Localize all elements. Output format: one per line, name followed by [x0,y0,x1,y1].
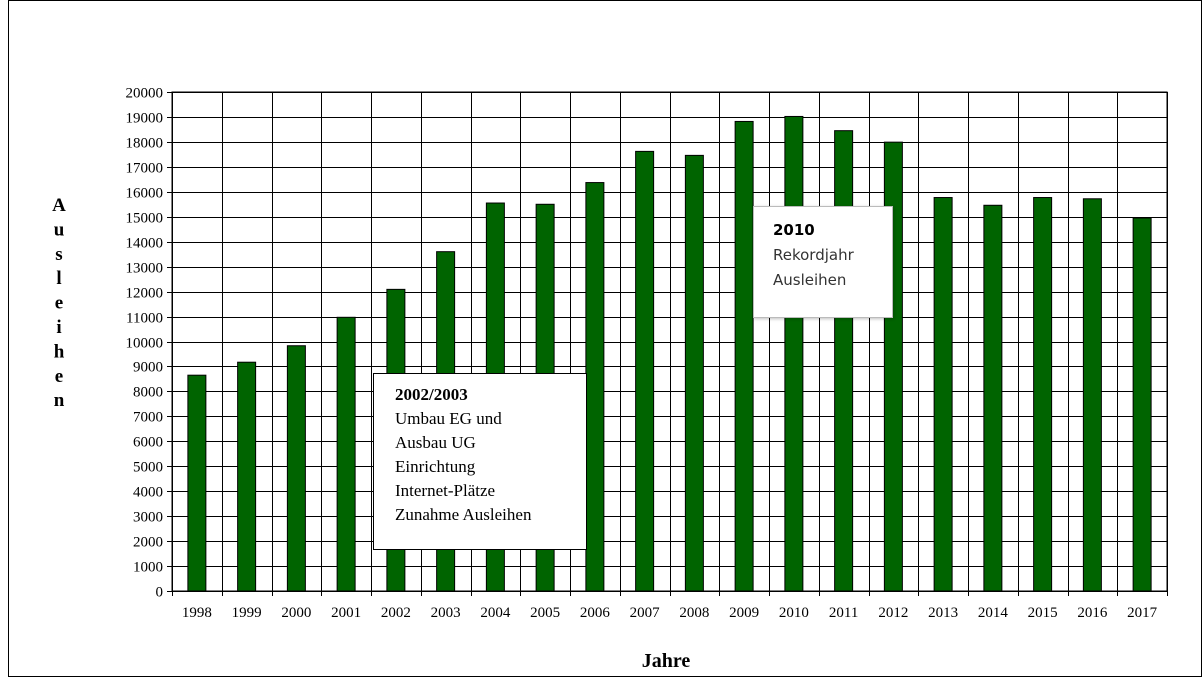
y-axis-label-letter: n [54,390,65,411]
y-tick-label: 19000 [126,111,164,127]
x-tick-label: 2012 [878,605,908,621]
x-tick-label: 2003 [431,605,461,621]
annotation-line: Ausleihen [773,271,847,289]
bar [933,197,953,592]
bar [1033,197,1053,592]
annotation-2002-2003: 2002/2003 Umbau EG und Ausbau UG Einrich… [373,373,587,550]
bar [784,115,804,592]
bar [635,150,655,592]
annotation-line: Zunahme Ausleihen [395,505,532,524]
y-tick-label: 14000 [126,236,164,252]
x-tick-label: 2017 [1127,605,1158,621]
y-tick-label: 16000 [126,186,164,202]
bar [834,130,854,592]
y-tick-label: 6000 [133,435,163,451]
bar [286,345,306,592]
x-tick-label: 2005 [530,605,560,621]
y-axis-label-letter: u [54,219,65,240]
bar [983,204,1003,592]
x-tick-label: 2001 [331,605,361,621]
x-tick-label: 2013 [928,605,958,621]
y-tick-label: 18000 [126,136,164,152]
x-tick-label: 2006 [580,605,611,621]
y-tick-label: 2000 [133,535,163,551]
x-tick-label: 2002 [381,605,411,621]
y-tick-label: 5000 [133,460,163,476]
annotation-line: Umbau EG und [395,409,502,428]
annotation-line: Rekordjahr [773,246,854,264]
bar [1082,198,1102,592]
y-axis-label-letter: e [55,366,63,387]
bar [336,316,356,592]
y-tick-label: 10000 [126,336,164,352]
x-tick-label: 2010 [779,605,809,621]
x-tick-label: 2004 [480,605,511,621]
x-tick-label: 2009 [729,605,759,621]
x-tick-label: 2008 [679,605,709,621]
y-tick-label: 13000 [126,261,164,277]
y-tick-label: 7000 [133,410,163,426]
y-tick-label: 3000 [133,510,163,526]
y-axis-label-letter: i [56,317,61,338]
y-axis-label-letter: s [55,244,62,265]
y-tick-label: 8000 [133,385,163,401]
annotation-line: Einrichtung [395,457,476,476]
y-tick-label: 15000 [126,211,164,227]
y-axis-label-letter: A [52,195,66,216]
y-tick-label: 9000 [133,360,163,376]
annotation-line: Ausbau UG [395,433,476,452]
x-tick-label: 2000 [281,605,311,621]
y-tick-label: 1000 [133,560,163,576]
x-tick-label: 2015 [1028,605,1058,621]
y-tick-label: 4000 [133,485,163,501]
y-tick-labels: 0 1000 2000 3000 4000 5000 6000 7000 8000 9000 100… [126,86,164,601]
grid-lines [167,91,1168,596]
y-tick-label: 11000 [126,311,163,327]
x-tick-label: 2016 [1077,605,1108,621]
y-tick-label: 17000 [126,161,164,177]
y-axis-label-letter: l [56,268,61,289]
bar [684,154,704,592]
bar [187,374,207,592]
bar [1132,217,1152,592]
y-tick-label: 20000 [126,86,164,102]
annotation-line: Internet-Plätze [395,481,496,500]
y-axis-label-letter: e [55,293,63,314]
x-tick-label: 2011 [829,605,858,621]
bar [734,120,754,592]
annotation-title: 2010 [773,221,815,239]
y-tick-label: 12000 [126,286,164,302]
annotation-2010: 2010 Rekordjahr Ausleihen [753,206,893,318]
x-tick-label: 1999 [232,605,262,621]
x-tick-labels: 1998 1999 2000 2001 2002 2003 2004 2005 2006 2007… [182,605,1158,621]
x-tick-label: 2014 [978,605,1009,621]
x-tick-label: 2007 [630,605,661,621]
annotation-title: 2002/2003 [395,385,468,404]
bar [585,182,605,592]
y-tick-label: 0 [156,585,164,601]
y-axis-label: Ausleihen [52,195,66,411]
x-tick-label: 1998 [182,605,212,621]
x-axis-label: Jahre [642,650,691,672]
y-axis-label-letter: h [54,341,65,362]
bar [237,361,257,592]
